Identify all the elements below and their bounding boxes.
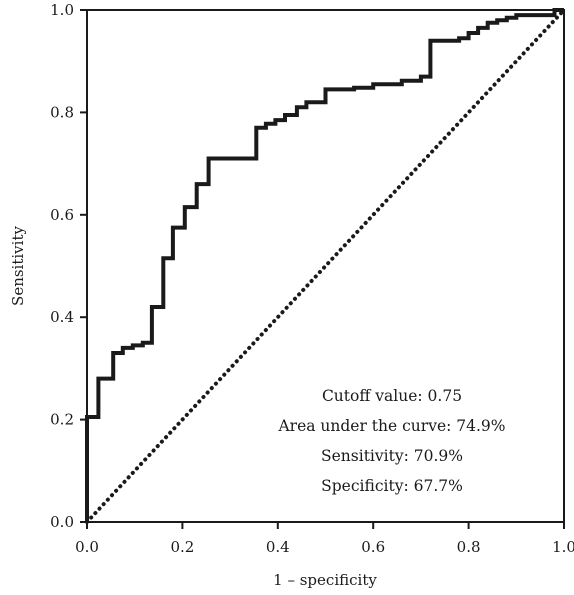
x-tick-label: 0.6 — [361, 538, 385, 556]
y-tick-label: 0.0 — [50, 513, 74, 531]
y-tick-label: 0.4 — [50, 308, 74, 326]
y-axis-title: Sensitivity — [9, 226, 27, 306]
annotation-sensitivity: Sensitivity: 70.9% — [321, 447, 463, 465]
reference-diagonal-line — [85, 8, 566, 524]
annotation-auc: Area under the curve: 74.9% — [277, 417, 505, 435]
plot-frame — [86, 9, 565, 523]
y-tick-label: 0.6 — [50, 206, 74, 224]
axis-ticks — [80, 9, 565, 529]
x-tick-label: 0.2 — [170, 538, 194, 556]
tick-labels: 0.0 0.2 0.4 0.6 0.8 1.0 0.0 0.2 0.4 0.6 0.8 1.0 — [50, 1, 574, 556]
roc-curve-line — [85, 8, 564, 522]
y-tick-label: 0.2 — [50, 411, 74, 429]
x-tick-label: 0.4 — [266, 538, 290, 556]
y-tick-label: 1.0 — [50, 1, 74, 19]
x-tick-label: 0.8 — [457, 538, 481, 556]
x-tick-label: 1.0 — [552, 538, 574, 556]
annotation-cutoff: Cutoff value: 0.75 — [322, 387, 462, 405]
x-tick-label: 0.0 — [75, 538, 99, 556]
annotation-specificity: Specificity: 67.7% — [321, 477, 463, 495]
x-axis-title: 1 – specificity — [273, 571, 377, 589]
y-tick-label: 0.8 — [50, 103, 74, 121]
